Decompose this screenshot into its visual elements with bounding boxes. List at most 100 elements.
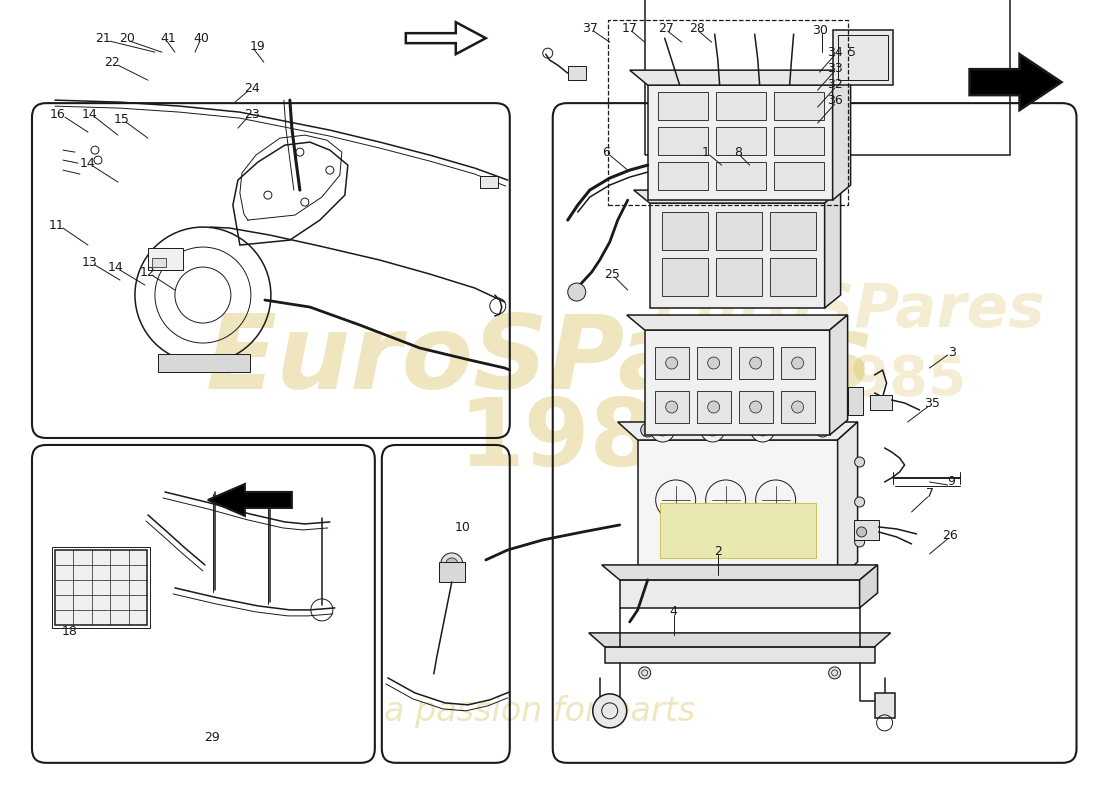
Circle shape <box>792 401 804 413</box>
Text: 28: 28 <box>689 22 705 34</box>
Bar <box>654 391 689 423</box>
Circle shape <box>593 694 627 728</box>
Bar <box>773 127 824 155</box>
Circle shape <box>855 457 865 467</box>
Text: EuroSPares: EuroSPares <box>653 281 1045 339</box>
Circle shape <box>645 427 651 433</box>
Bar <box>158 354 250 372</box>
Bar <box>645 330 829 435</box>
Text: 15: 15 <box>114 113 130 126</box>
Text: 8: 8 <box>734 146 741 158</box>
Circle shape <box>706 424 718 436</box>
Bar <box>662 212 707 250</box>
Text: 25: 25 <box>604 267 619 281</box>
Text: a passion for parts: a passion for parts <box>384 695 695 728</box>
Text: 34: 34 <box>827 46 843 58</box>
Text: 3: 3 <box>947 346 956 358</box>
Text: 29: 29 <box>204 731 220 744</box>
Bar <box>854 520 879 540</box>
Bar <box>147 248 183 270</box>
Polygon shape <box>825 190 840 308</box>
Bar <box>662 258 707 296</box>
Text: 35: 35 <box>924 398 939 410</box>
Circle shape <box>639 667 651 679</box>
Circle shape <box>707 357 719 369</box>
Circle shape <box>640 423 654 437</box>
Bar <box>773 92 824 120</box>
Polygon shape <box>829 315 848 435</box>
Bar <box>848 387 862 415</box>
Bar <box>716 162 766 190</box>
Circle shape <box>707 401 719 413</box>
Bar <box>55 550 147 625</box>
Text: 4: 4 <box>670 606 678 618</box>
Bar <box>781 347 815 379</box>
Polygon shape <box>969 54 1062 110</box>
Bar <box>645 0 1010 155</box>
Polygon shape <box>602 565 878 580</box>
Text: 18: 18 <box>62 626 78 638</box>
Circle shape <box>857 527 867 537</box>
Text: 1: 1 <box>702 146 710 158</box>
Text: 21: 21 <box>95 32 111 45</box>
Circle shape <box>820 427 826 433</box>
Text: 40: 40 <box>192 32 209 45</box>
Circle shape <box>657 424 669 436</box>
Bar <box>439 562 465 582</box>
Circle shape <box>651 418 674 442</box>
Circle shape <box>441 553 463 575</box>
Bar <box>52 547 150 628</box>
Bar <box>638 440 837 580</box>
Circle shape <box>750 401 761 413</box>
Bar <box>716 127 766 155</box>
Circle shape <box>666 357 678 369</box>
Bar <box>658 162 707 190</box>
Bar <box>716 92 766 120</box>
Text: 10: 10 <box>455 522 471 534</box>
Circle shape <box>855 537 865 547</box>
Bar <box>650 203 825 308</box>
Polygon shape <box>634 190 840 203</box>
Bar <box>773 162 824 190</box>
Circle shape <box>757 424 769 436</box>
Text: 13: 13 <box>82 255 98 269</box>
Bar <box>648 85 833 200</box>
Text: 36: 36 <box>827 94 843 106</box>
Polygon shape <box>588 633 891 647</box>
Bar <box>480 176 498 188</box>
Bar <box>658 127 707 155</box>
Text: 16: 16 <box>51 108 66 121</box>
Text: 20: 20 <box>119 32 135 45</box>
Bar <box>660 503 815 558</box>
Polygon shape <box>837 422 858 580</box>
Bar <box>781 391 815 423</box>
Text: EuroSPares: EuroSPares <box>206 310 873 410</box>
Text: 22: 22 <box>104 56 120 69</box>
Polygon shape <box>627 315 848 330</box>
Text: 27: 27 <box>658 22 673 34</box>
Bar <box>605 647 874 663</box>
Polygon shape <box>406 22 486 54</box>
Polygon shape <box>208 484 292 516</box>
Polygon shape <box>859 565 878 608</box>
Polygon shape <box>833 30 892 85</box>
Bar <box>739 391 772 423</box>
Text: 2: 2 <box>714 546 722 558</box>
Bar <box>716 258 761 296</box>
Text: 23: 23 <box>244 108 260 121</box>
Text: 30: 30 <box>812 24 827 37</box>
Text: 1985: 1985 <box>812 353 967 407</box>
Bar <box>619 580 859 608</box>
Text: 37: 37 <box>582 22 597 34</box>
Circle shape <box>828 667 840 679</box>
Circle shape <box>568 283 585 301</box>
Text: 32: 32 <box>827 78 843 90</box>
Text: 26: 26 <box>942 530 957 542</box>
Circle shape <box>446 558 458 570</box>
Bar <box>568 66 585 80</box>
Circle shape <box>750 357 761 369</box>
Bar <box>874 693 894 718</box>
Text: 14: 14 <box>82 108 98 121</box>
Bar <box>658 92 707 120</box>
Text: 7: 7 <box>925 487 934 501</box>
